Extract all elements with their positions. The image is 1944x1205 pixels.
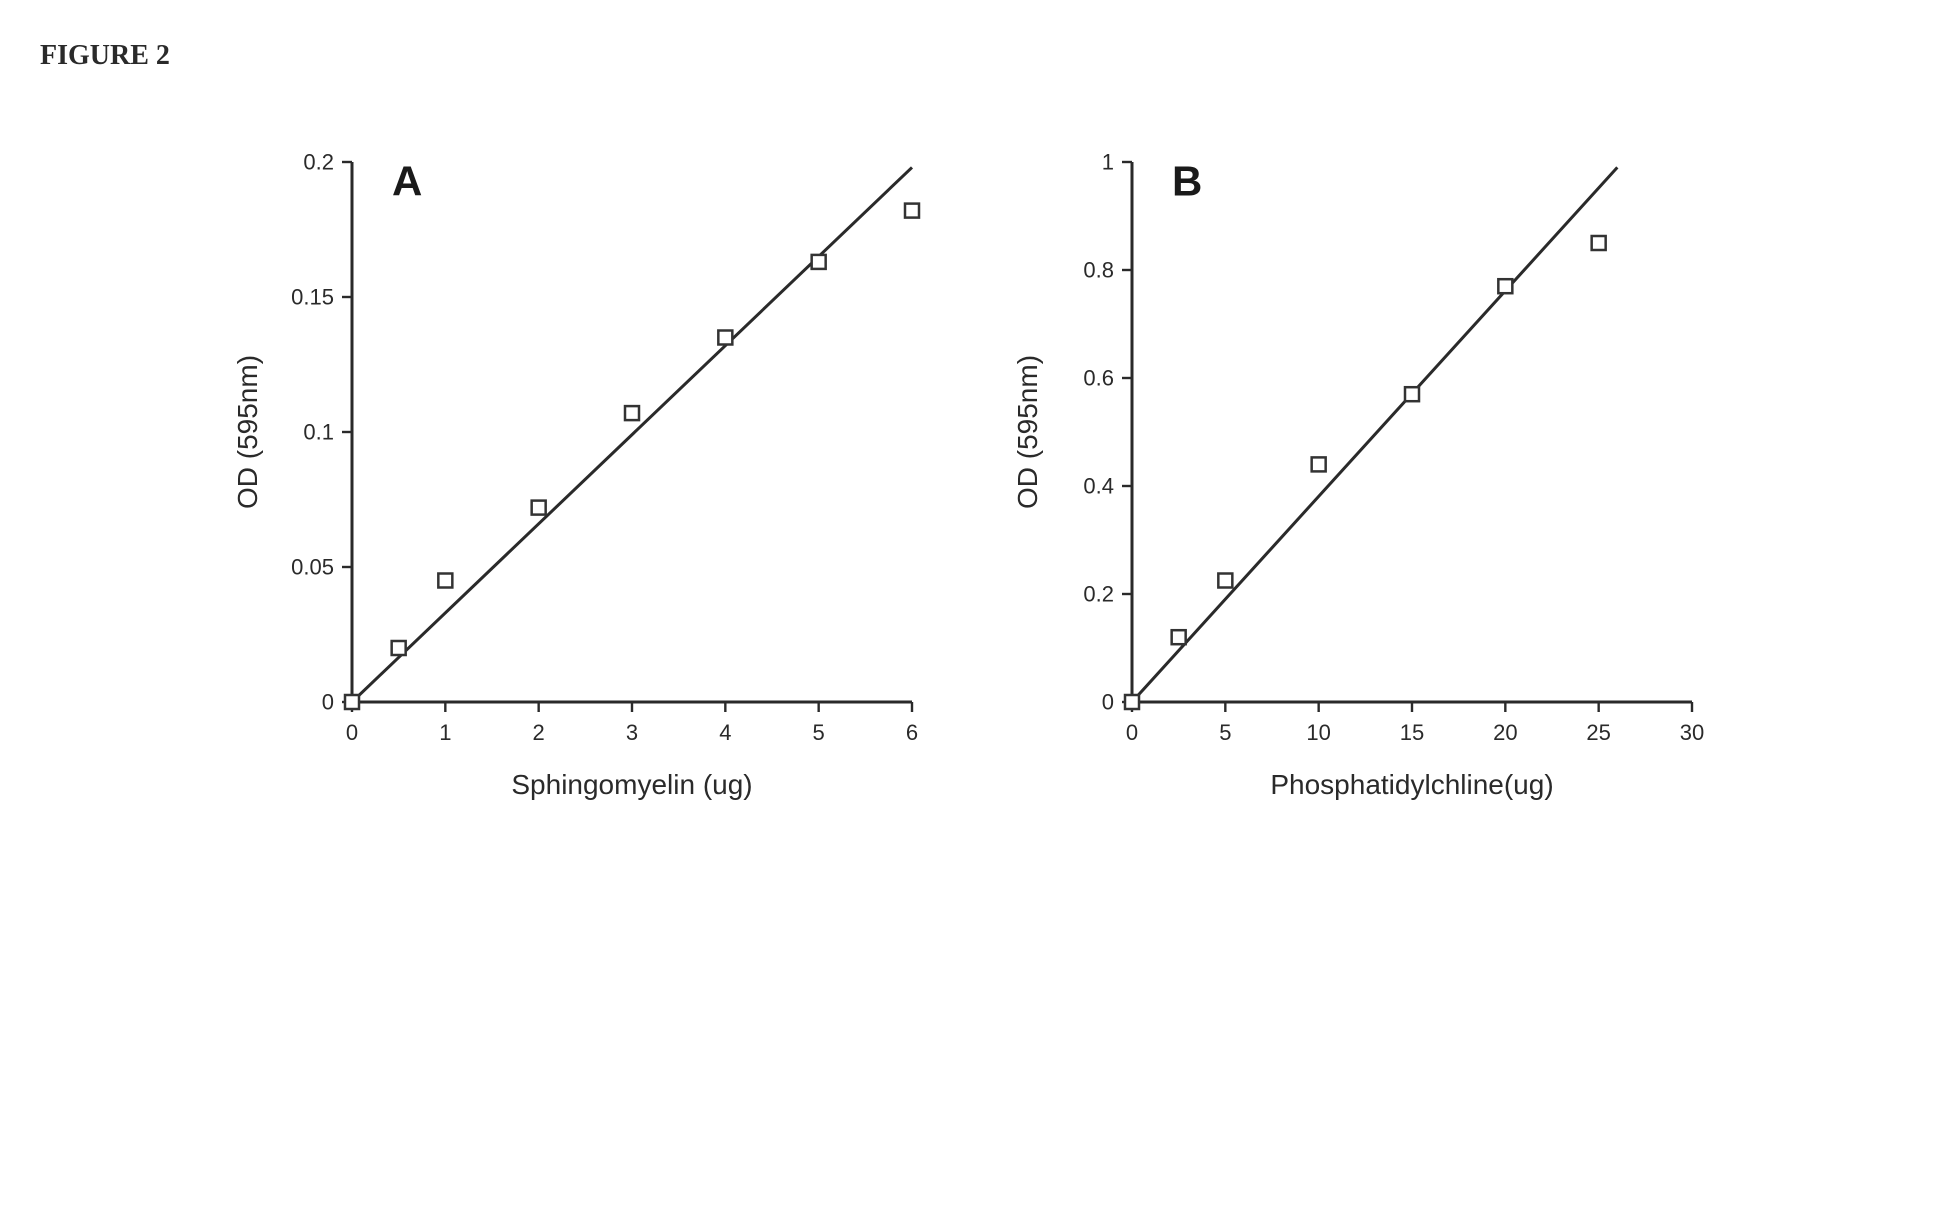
y-tick-label: 0.6	[1083, 366, 1114, 391]
panel-letter: A	[392, 158, 422, 205]
panel-b: 0 5 10 15 20 25 30 0 0.2 0.4 0.6 0.8 1 Phosphatidylch…	[1002, 132, 1722, 812]
x-tick-label: 15	[1400, 720, 1424, 745]
x-tick-label: 0	[1126, 720, 1138, 745]
data-marker	[625, 406, 639, 420]
panel-letter: B	[1172, 158, 1202, 205]
data-marker	[1218, 574, 1232, 588]
x-tick-label: 4	[719, 720, 731, 745]
data-marker	[1125, 695, 1139, 709]
data-marker	[532, 501, 546, 515]
y-tick-label: 0	[322, 690, 334, 715]
data-marker	[718, 331, 732, 345]
y-tick-label: 0.05	[291, 555, 334, 580]
x-axis-label: Sphingomyelin (ug)	[511, 769, 752, 800]
panel-a-svg: 0 1 2 3 4 5 6 0 0.05 0.1 0.15 0.2 Sphingomyelin (ug)…	[222, 132, 942, 812]
data-marker	[1592, 236, 1606, 250]
x-tick-label: 25	[1586, 720, 1610, 745]
x-tick-label: 10	[1306, 720, 1330, 745]
data-marker	[438, 574, 452, 588]
y-tick-label: 0.8	[1083, 258, 1114, 283]
y-tick-label: 1	[1102, 150, 1114, 175]
data-marker	[1172, 630, 1186, 644]
x-tick-label: 0	[346, 720, 358, 745]
y-tick-label: 0.2	[303, 150, 334, 175]
data-marker	[905, 204, 919, 218]
y-tick-label: 0	[1102, 690, 1114, 715]
y-tick-label: 0.2	[1083, 582, 1114, 607]
panel-b-svg: 0 5 10 15 20 25 30 0 0.2 0.4 0.6 0.8 1 Phosphatidylch…	[1002, 132, 1722, 812]
panels-container: 0 1 2 3 4 5 6 0 0.05 0.1 0.15 0.2 Sphingomyelin (ug)…	[40, 132, 1904, 812]
figure-title: FIGURE 2	[40, 40, 1904, 72]
data-marker	[1312, 457, 1326, 471]
y-axis-label: OD (595nm)	[1012, 355, 1043, 509]
data-marker	[392, 641, 406, 655]
x-tick-label: 2	[533, 720, 545, 745]
data-marker	[1498, 279, 1512, 293]
y-tick-label: 0.4	[1083, 474, 1114, 499]
panel-a: 0 1 2 3 4 5 6 0 0.05 0.1 0.15 0.2 Sphingomyelin (ug)…	[222, 132, 942, 812]
x-axis-label: Phosphatidylchline(ug)	[1270, 769, 1553, 800]
x-tick-label: 5	[1219, 720, 1231, 745]
data-marker	[1405, 387, 1419, 401]
x-tick-label: 5	[813, 720, 825, 745]
data-marker	[812, 255, 826, 269]
data-marker	[345, 695, 359, 709]
x-tick-label: 3	[626, 720, 638, 745]
x-tick-label: 1	[439, 720, 451, 745]
x-tick-label: 30	[1680, 720, 1704, 745]
y-tick-label: 0.15	[291, 285, 334, 310]
x-tick-label: 20	[1493, 720, 1517, 745]
y-tick-label: 0.1	[303, 420, 334, 445]
x-tick-label: 6	[906, 720, 918, 745]
y-axis-label: OD (595nm)	[232, 355, 263, 509]
